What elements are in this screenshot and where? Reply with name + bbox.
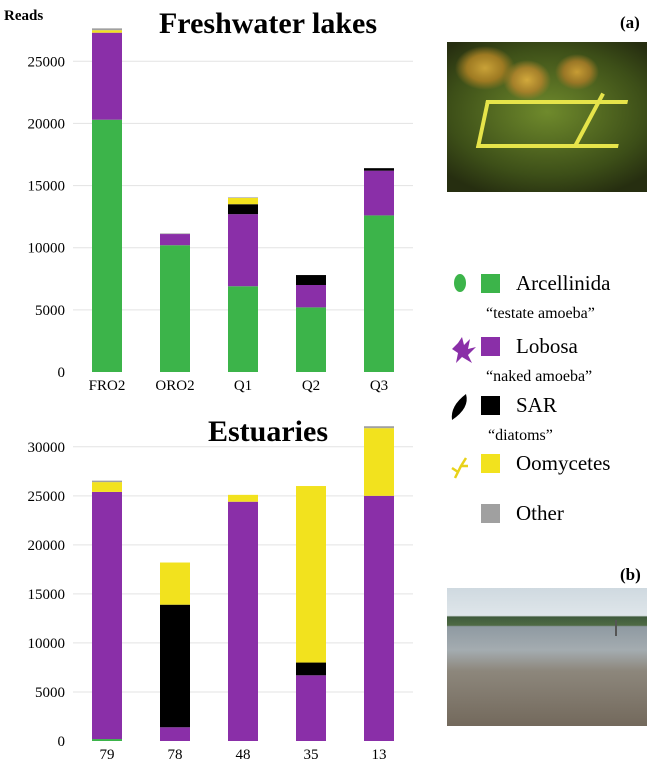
bar-segment xyxy=(160,604,190,728)
x-tick-label: Q1 xyxy=(234,378,252,394)
freshwater-lakes-chart: 0 5000 10000 15000 20000 25000 FRO2 ORO2 Q1 Q2 Q3 F… xyxy=(4,7,640,394)
estuaries-chart: 0 5000 10000 15000 20000 25000 30000 79 78 48 35 13… xyxy=(28,415,641,763)
legend-note: “naked amoeba” xyxy=(486,368,592,385)
bar-segment xyxy=(228,198,258,205)
bar-segment xyxy=(296,662,326,676)
legend-label: SAR xyxy=(516,393,557,417)
legend-swatch xyxy=(481,396,500,415)
y-tick-label: 20000 xyxy=(28,538,66,554)
legend-swatch xyxy=(481,274,500,293)
bar-segment xyxy=(92,491,122,740)
legend-note: “diatoms” xyxy=(488,427,553,444)
bar-segment xyxy=(228,204,258,215)
bar-segment xyxy=(228,494,258,502)
bar-segment xyxy=(160,234,190,246)
legend-swatch xyxy=(481,454,500,473)
bar-segment xyxy=(364,215,394,372)
naked-amoeba-icon xyxy=(452,337,476,363)
testate-amoeba-icon xyxy=(454,274,466,292)
panel-label: (b) xyxy=(620,565,641,584)
y-tick-label: 25000 xyxy=(28,489,66,505)
bar-segment xyxy=(364,168,394,171)
panel-label: (a) xyxy=(620,13,640,32)
legend-note: “testate amoeba” xyxy=(486,305,595,322)
legend-swatch xyxy=(481,337,500,356)
diatom-icon xyxy=(451,394,467,420)
y-tick-label: 20000 xyxy=(28,116,66,132)
y-tick-label: 5000 xyxy=(35,685,65,701)
y-tick-label: 5000 xyxy=(35,303,65,319)
legend: Arcellinida “testate amoeba” Lobosa “naked … xyxy=(451,271,611,525)
x-tick-label: Q3 xyxy=(370,378,388,394)
bar-segment xyxy=(228,197,258,198)
bar-segment xyxy=(92,480,122,483)
lake-quadrat-photo xyxy=(447,42,647,192)
bar-segment xyxy=(160,245,190,372)
x-tick-label: Q2 xyxy=(302,378,320,394)
chart-title: Estuaries xyxy=(208,415,328,448)
bar-segment xyxy=(92,119,122,372)
bar-segment xyxy=(92,32,122,120)
bar-segment xyxy=(92,28,122,31)
bar-segment xyxy=(92,739,122,741)
bar-segment xyxy=(160,562,190,605)
legend-label: Other xyxy=(516,501,564,525)
bar-segment xyxy=(228,214,258,287)
bar-segment xyxy=(364,495,394,741)
x-tick-label: ORO2 xyxy=(155,378,194,394)
legend-swatch xyxy=(481,504,500,523)
y-tick-label: 0 xyxy=(58,734,66,750)
legend-label: Arcellinida xyxy=(516,271,611,295)
y-tick-label: 30000 xyxy=(28,440,66,456)
legend-label: Lobosa xyxy=(516,334,579,358)
y-axis-label: Reads xyxy=(4,8,43,24)
x-tick-label: 35 xyxy=(304,747,319,762)
x-tick-label: 79 xyxy=(100,747,115,762)
bar-segment xyxy=(364,428,394,496)
y-tick-label: 15000 xyxy=(28,587,66,603)
bar-segment xyxy=(296,307,326,372)
bar-segment xyxy=(92,30,122,33)
x-tick-label: FRO2 xyxy=(89,378,126,394)
bar-segment xyxy=(296,275,326,285)
y-tick-label: 0 xyxy=(58,365,66,381)
bar-segment xyxy=(92,482,122,492)
bar-segment xyxy=(296,675,326,741)
y-tick-label: 15000 xyxy=(28,179,66,195)
x-tick-label: 13 xyxy=(372,747,387,762)
bar-segment xyxy=(160,727,190,741)
y-tick-label: 10000 xyxy=(28,241,66,257)
y-tick-label: 25000 xyxy=(28,54,66,70)
shore-pole xyxy=(615,620,617,636)
legend-label: Oomycetes xyxy=(516,451,610,475)
bar-segment xyxy=(364,426,394,429)
chart-title: Freshwater lakes xyxy=(159,7,377,40)
estuary-shore-photo xyxy=(447,588,647,726)
bar-segment xyxy=(296,285,326,308)
quadrat-frame xyxy=(475,100,629,148)
y-tick-label: 10000 xyxy=(28,636,66,652)
bar-segment xyxy=(364,170,394,216)
x-tick-label: 78 xyxy=(168,747,183,762)
bar-segment xyxy=(228,501,258,741)
x-tick-label: 48 xyxy=(236,747,251,762)
oomycete-icon xyxy=(451,457,468,479)
bar-segment xyxy=(160,233,190,235)
bar-segment xyxy=(228,286,258,372)
bar-segment xyxy=(296,486,326,663)
